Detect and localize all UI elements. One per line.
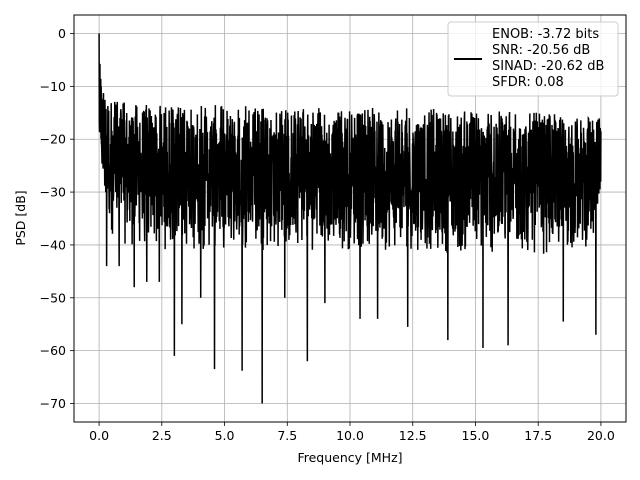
y-tick-label: −70 [40,396,66,411]
legend-box [447,21,619,97]
x-tick-label: 17.5 [524,428,552,443]
x-tick-label: 0.0 [89,428,109,443]
axis-ticks: 0.0 2.5 5.0 7.5 10.0 12.5 15.0 17.5 20.0 0 −10 −20 −… [40,26,615,443]
x-tick-label: 7.5 [277,428,297,443]
legend-line-enob: ENOB: -3.72 bits [492,27,599,42]
psd-series-line [98,33,602,404]
y-tick-label: −20 [40,132,66,147]
plot-area [98,33,602,404]
x-tick-label: 12.5 [399,428,427,443]
y-tick-label: −60 [40,343,66,358]
legend: ENOB: -3.72 bits SNR: -20.56 dB SINAD: -… [447,21,619,97]
x-tick-label: 15.0 [462,428,490,443]
x-tick-label: 20.0 [587,428,615,443]
x-tick-label: 2.5 [152,428,172,443]
x-axis-label: Frequency [MHz] [297,450,402,465]
legend-line-snr: SNR: -20.56 dB [492,43,590,58]
y-tick-label: 0 [58,26,66,41]
legend-line-sinad: SINAD: -20.62 dB [492,59,604,74]
y-tick-label: −30 [40,185,66,200]
y-axis-label: PSD [dB] [13,190,28,245]
y-tick-label: −40 [40,237,66,252]
y-tick-label: −50 [40,290,66,305]
x-tick-label: 10.0 [336,428,364,443]
legend-line-sfdr: SFDR: 0.08 [492,75,564,90]
x-tick-label: 5.0 [215,428,235,443]
y-tick-label: −10 [40,79,66,94]
